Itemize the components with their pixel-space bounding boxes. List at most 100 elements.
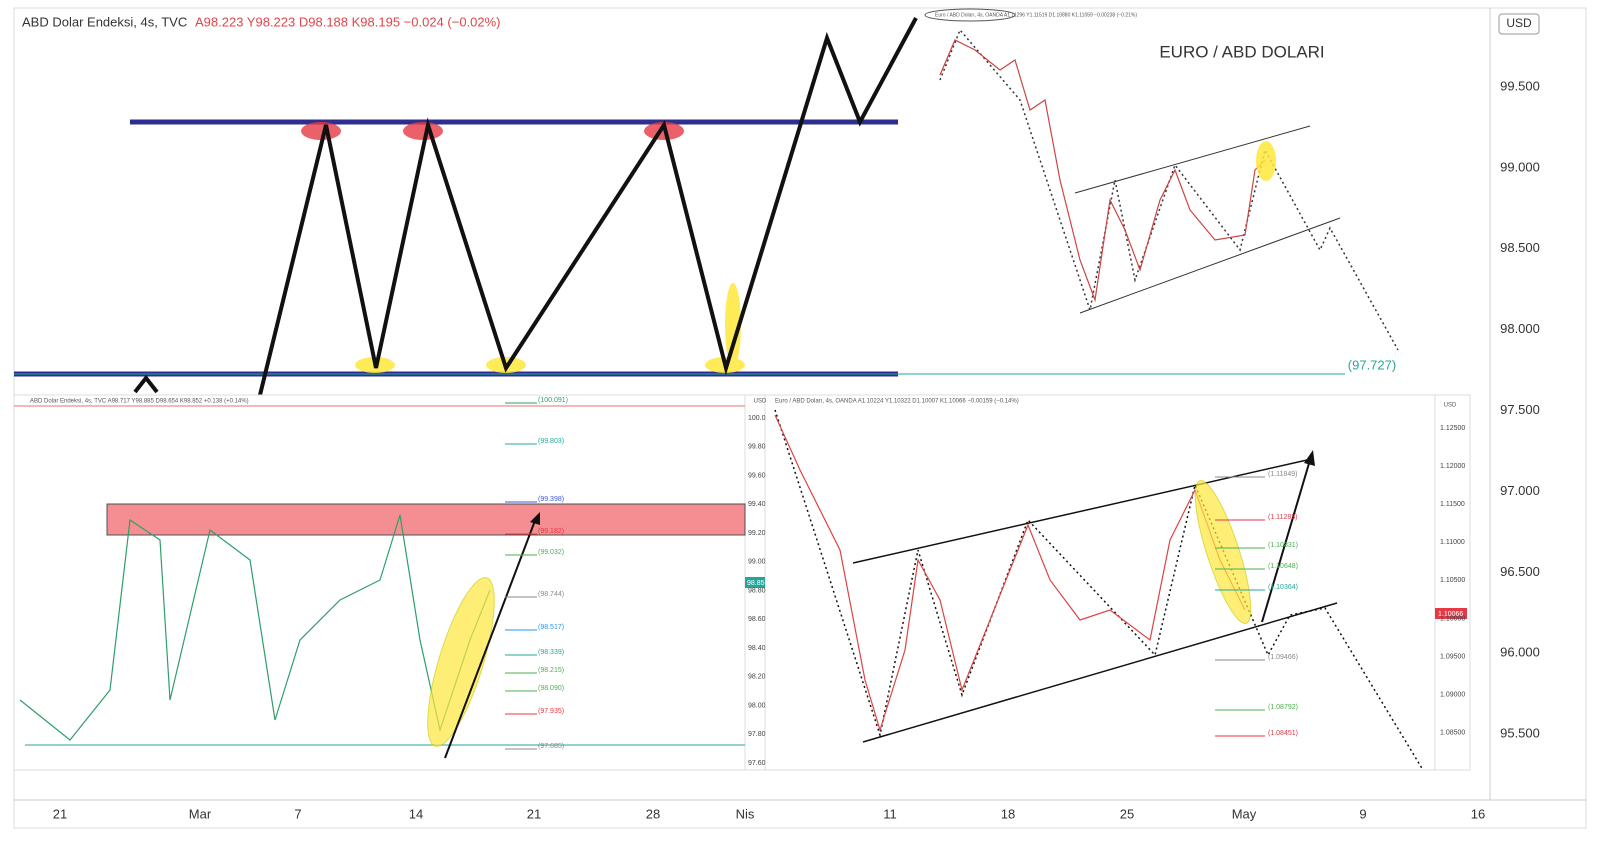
x-tick-label: May — [1232, 806, 1257, 821]
fib-label: (1.10364) — [1268, 584, 1298, 591]
channel — [1074, 125, 1311, 194]
y-tick-label: 99.60 — [748, 472, 766, 479]
fib-label: (99.398) — [538, 496, 564, 503]
y-tick-label: 1.12000 — [1440, 463, 1465, 470]
price-tag-box — [1435, 608, 1467, 619]
fib-label: (98.090) — [538, 685, 564, 692]
arrowhead — [530, 512, 540, 525]
y-tick-label: 1.11500 — [1440, 501, 1465, 508]
fib-label: (99.032) — [538, 549, 564, 556]
y-tick-label: 99.500 — [1500, 78, 1540, 93]
y-tick-label: 99.80 — [748, 444, 766, 451]
fib-label: (1.08792) — [1268, 704, 1298, 711]
highlight — [427, 577, 495, 747]
y-tick-label: 1.10500 — [1440, 577, 1465, 584]
y-tick-label: 99.40 — [748, 501, 766, 508]
fib-label: (1.08451) — [1268, 730, 1298, 737]
fib-label: (1.09466) — [1268, 654, 1298, 661]
zigzag — [258, 17, 918, 396]
highlight — [1256, 141, 1276, 181]
price-tag-box — [745, 577, 765, 588]
y-tick-label: 98.80 — [748, 587, 766, 594]
x-tick-label: 25 — [1120, 806, 1134, 821]
inset-left — [13, 394, 766, 771]
fib-label: (1.10831) — [1268, 542, 1298, 549]
path — [774, 409, 1424, 771]
y-tick-label: 98.500 — [1500, 240, 1540, 255]
fib-label: (1.11849) — [1268, 471, 1297, 478]
highlight — [1194, 479, 1252, 625]
fib-label: (100.091) — [538, 397, 568, 404]
x-tick-label: 7 — [294, 806, 301, 821]
x-tick-label: 14 — [409, 806, 423, 821]
fib-label: (1.11283) — [1268, 514, 1297, 521]
y-tick-label: 96.500 — [1500, 564, 1540, 579]
y-tick-label: 100.0 — [748, 415, 766, 422]
arrowhead — [1304, 450, 1315, 466]
zigzag — [133, 374, 159, 394]
fib-label: (99.803) — [538, 438, 564, 445]
y-tick-label: 98.60 — [748, 616, 766, 623]
currency-box — [1498, 13, 1540, 35]
y-tick-label: 1.10000 — [1440, 615, 1465, 622]
price-tag: 1.10066 — [1438, 611, 1463, 618]
arrow — [1261, 459, 1311, 623]
y-tick-label: 1.12500 — [1440, 425, 1465, 432]
arrow — [444, 517, 537, 759]
fib-label: (98.339) — [538, 649, 564, 656]
x-tick-label: 28 — [646, 806, 660, 821]
y-tick-label: 97.60 — [748, 760, 766, 767]
fib-label: (97.685) — [538, 743, 564, 750]
y-tick-label: 98.20 — [748, 674, 766, 681]
y-tick-label: 96.000 — [1500, 645, 1540, 660]
fib-label: (97.935) — [538, 708, 564, 715]
currency: USD — [1444, 403, 1457, 409]
y-tick-label: 97.500 — [1500, 402, 1540, 417]
path — [939, 28, 1399, 351]
fib-label: (1.10648) — [1268, 563, 1298, 570]
y-tick-label: 1.11000 — [1440, 539, 1465, 546]
fib-label: (98.744) — [538, 591, 564, 598]
ohlc: A98.223 Y98.223 D98.188 K98.195 −0.024 (… — [195, 14, 501, 29]
y-tick-label: 98.000 — [1500, 321, 1540, 336]
title: EURO / ABD DOLARI — [1159, 42, 1324, 61]
y-tick-label: 97.80 — [748, 731, 766, 738]
fib-label: (99.182) — [538, 528, 564, 535]
x-tick-label: Nis — [736, 806, 755, 821]
y-tick-label: 1.09500 — [1440, 653, 1465, 660]
x-tick-label: 16 — [1471, 806, 1485, 821]
y-tick-label: 98.00 — [748, 702, 766, 709]
y-tick-label: 1.09000 — [1440, 692, 1465, 699]
y-tick-label: 99.00 — [748, 559, 766, 566]
price-sketch — [774, 414, 1246, 733]
channel — [1079, 217, 1341, 314]
price-sketch — [939, 39, 1266, 303]
price-tag: 98.85 — [747, 580, 765, 587]
x-tick-label: 11 — [883, 806, 897, 821]
header: ABD Dolar Endeksi, 4s, TVC — [22, 14, 187, 29]
x-tick-label: Mar — [189, 806, 212, 821]
inset-header: ABD Dolar Endeksi, 4s, TVC A98.717 Y98.8… — [30, 399, 249, 405]
currency: USD — [1506, 16, 1532, 30]
inset-right — [764, 394, 1471, 771]
mini-header: Euro / ABD Doları, 4s, OANDA A1.11296 Y1… — [935, 12, 1137, 18]
fib-label: (98.517) — [538, 624, 564, 631]
price-sketch — [19, 514, 491, 741]
y-tick-label: 97.000 — [1500, 483, 1540, 498]
y-tick-label: 98.40 — [748, 645, 766, 652]
x-tick-label: 9 — [1359, 806, 1366, 821]
header-ring — [924, 8, 1016, 22]
inset-header: Euro / ABD Doları, 4s, OANDA A1.10224 Y1… — [775, 399, 1019, 405]
currency: USD — [754, 399, 767, 405]
x-tick-label: 21 — [527, 806, 541, 821]
y-tick-label: 1.08500 — [1440, 730, 1465, 737]
price-label: (97.727) — [1348, 357, 1396, 372]
channel — [862, 602, 1338, 743]
y-tick-label: 99.20 — [748, 530, 766, 537]
x-tick-label: 18 — [1001, 806, 1015, 821]
y-tick-label: 95.500 — [1500, 726, 1540, 741]
resistance-zone — [106, 503, 746, 536]
x-tick-label: 21 — [53, 806, 67, 821]
